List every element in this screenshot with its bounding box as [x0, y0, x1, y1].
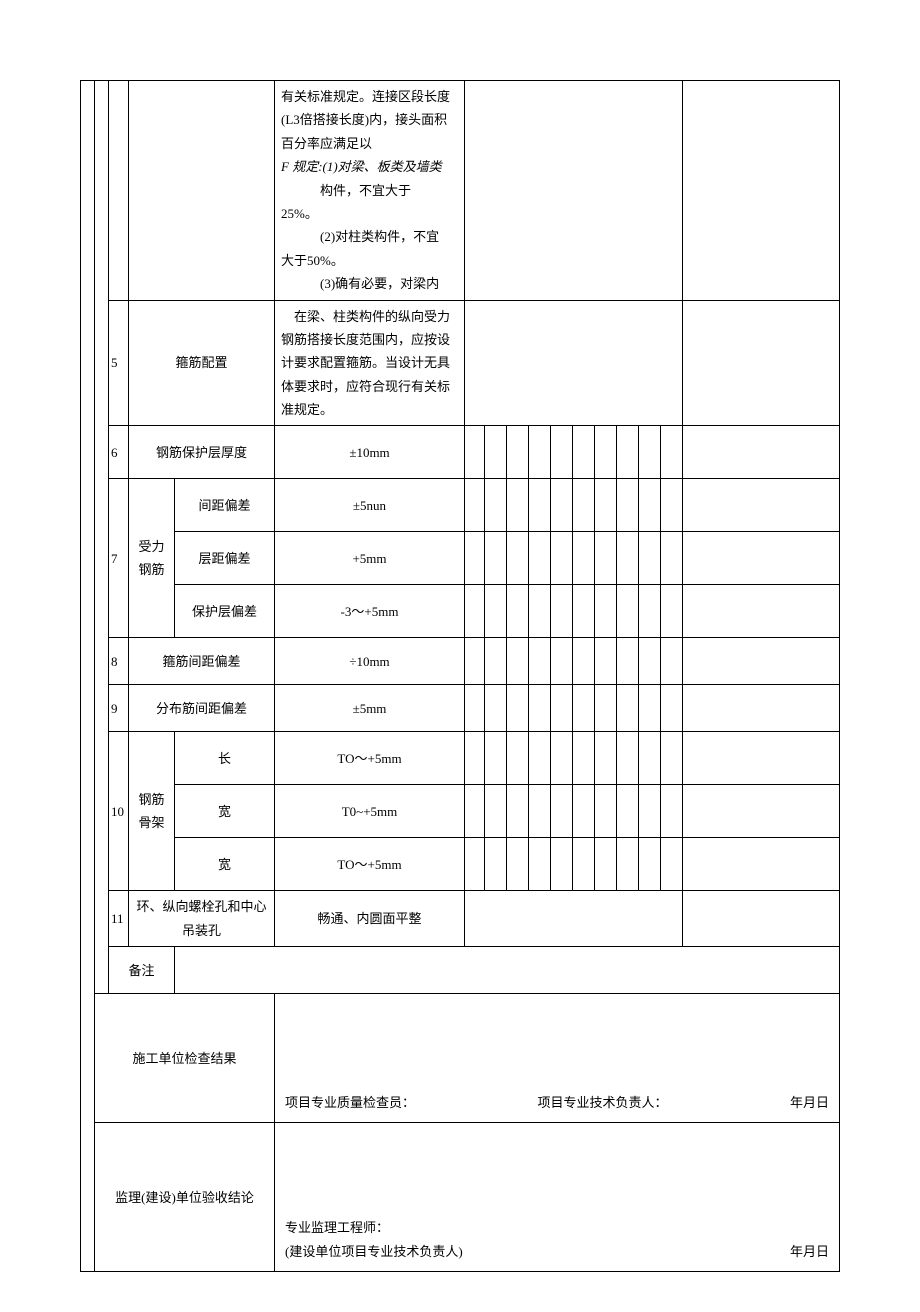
row6-req: ±10mm — [275, 426, 465, 479]
row11-name: 环、纵向螺栓孔和中心吊装孔 — [129, 891, 275, 947]
row5-checks — [465, 300, 683, 426]
row10c-req: TO～+5mm — [275, 838, 465, 891]
supervise-sig2: (建设单位项目专业技术负责人) — [285, 1240, 463, 1263]
row-num-empty — [109, 81, 129, 301]
inspect-sig1: 项目专业质量检查员： — [285, 1091, 415, 1114]
row11-req: 畅通、内圆面平整 — [275, 891, 465, 947]
remark-value — [175, 947, 840, 994]
row6-tail — [683, 426, 840, 479]
supervise-sig-block: 专业监理工程师： (建设单位项目专业技术负责人) 年月日 — [275, 1123, 840, 1272]
row7a-name: 间距偏差 — [175, 479, 275, 532]
row8-num: 8 — [109, 638, 129, 685]
row9-req: ±5mm — [275, 685, 465, 732]
row5-tail — [683, 300, 840, 426]
row6-num: 6 — [109, 426, 129, 479]
row7-group: 受力钢筋 — [129, 479, 175, 638]
row10a-req: TO～+5mm — [275, 732, 465, 785]
row7a-req: ±5nun — [275, 479, 465, 532]
row7b-name: 层距偏差 — [175, 532, 275, 585]
row10b-name: 宽 — [175, 785, 275, 838]
supervise-date: 年月日 — [790, 1240, 829, 1263]
row10b-req: T0~+5mm — [275, 785, 465, 838]
remark-label: 备注 — [109, 947, 175, 994]
row8-name: 箍筋间距偏差 — [129, 638, 275, 685]
row11-tail — [683, 891, 840, 947]
row5-name: 箍筋配置 — [129, 300, 275, 426]
row7c-req: -3～+5mm — [275, 585, 465, 638]
inspection-table: 有关标准规定。连接区段长度 (L3倍搭接长度)内，接头面积 百分率应满足以 F … — [80, 80, 840, 1272]
row10-group: 钢筋骨架 — [129, 732, 175, 891]
row7c-name: 保护层偏差 — [175, 585, 275, 638]
row7b-req: +5mm — [275, 532, 465, 585]
supervise-label: 监理(建设)单位验收结论 — [95, 1123, 275, 1272]
row9-num: 9 — [109, 685, 129, 732]
row7-num: 7 — [109, 479, 129, 638]
inspect-date: 年月日 — [790, 1091, 829, 1114]
outer-col-1 — [81, 81, 95, 1272]
row-top-checks — [465, 81, 683, 301]
row6-name: 钢筋保护层厚度 — [129, 426, 275, 479]
row5-num: 5 — [109, 300, 129, 426]
inspect-label: 施工单位检查结果 — [95, 994, 275, 1123]
row11-num: 11 — [109, 891, 129, 947]
row11-checks — [465, 891, 683, 947]
inspect-sig-block: 项目专业质量检查员： 项目专业技术负责人： 年月日 — [275, 994, 840, 1123]
row10-num: 10 — [109, 732, 129, 891]
inspect-sig2: 项目专业技术负责人： — [537, 1091, 667, 1114]
row-name-empty — [129, 81, 275, 301]
row5-req: 在梁、柱类构件的纵向受力钢筋搭接长度范围内，应按设计要求配置箍筋。当设计无具体要… — [275, 300, 465, 426]
page: 有关标准规定。连接区段长度 (L3倍搭接长度)内，接头面积 百分率应满足以 F … — [0, 0, 920, 1312]
supervise-sig1: 专业监理工程师： — [285, 1216, 829, 1239]
outer-col-2 — [95, 81, 109, 994]
row10a-name: 长 — [175, 732, 275, 785]
row8-req: ÷10mm — [275, 638, 465, 685]
row-top-req: 有关标准规定。连接区段长度 (L3倍搭接长度)内，接头面积 百分率应满足以 F … — [275, 81, 465, 301]
row9-name: 分布筋间距偏差 — [129, 685, 275, 732]
row-top-tail — [683, 81, 840, 301]
row10c-name: 宽 — [175, 838, 275, 891]
